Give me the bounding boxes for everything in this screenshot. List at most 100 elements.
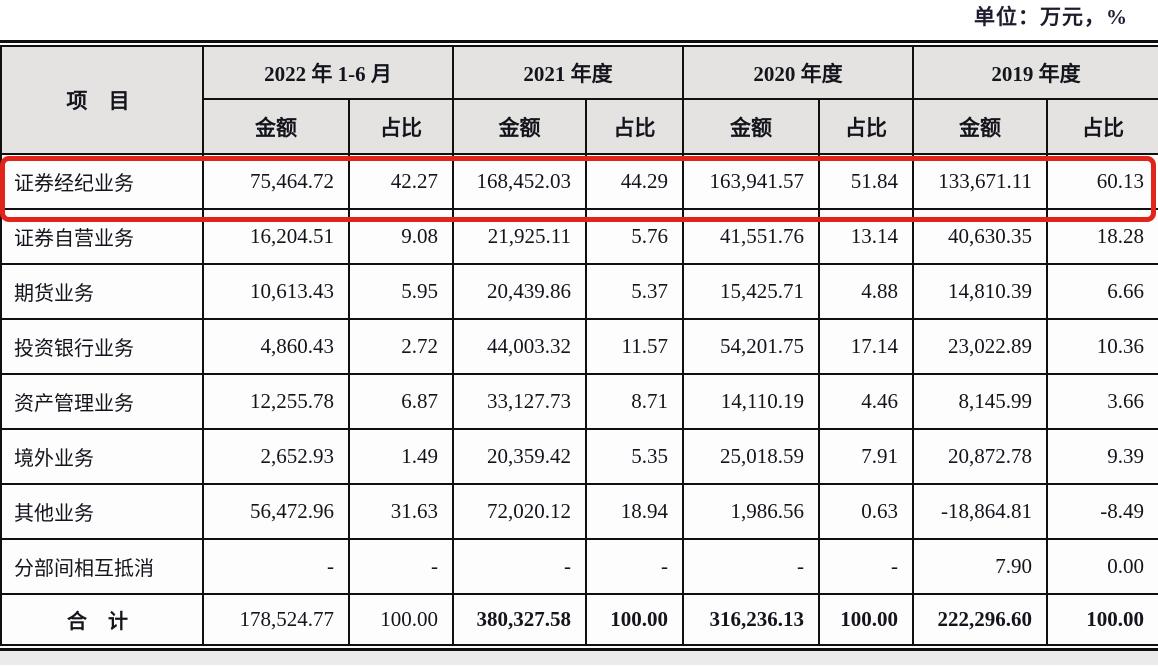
row-label: 分部间相互抵消 bbox=[0, 538, 204, 595]
cell-value: 100.00 bbox=[818, 593, 914, 646]
cell-value: 44.29 bbox=[585, 153, 684, 210]
cell-value: 4.46 bbox=[818, 373, 914, 430]
column-header-period-2019: 2019 年度 bbox=[912, 45, 1158, 100]
table-row: 证券经纪业务 75,464.72 42.27 168,452.03 44.29 163,9… bbox=[0, 153, 1158, 210]
cell-value: 20,872.78 bbox=[912, 428, 1048, 485]
cell-value: 8,145.99 bbox=[912, 373, 1048, 430]
table-row: 分部间相互抵消 - - - - - -7.90 0.00 bbox=[0, 538, 1158, 595]
cell-value: 17.14 bbox=[818, 318, 914, 375]
cell-value: 33,127.73 bbox=[452, 373, 587, 430]
cell-value: 0.00 bbox=[1046, 538, 1158, 595]
cell-value: 75,464.72 bbox=[202, 153, 350, 210]
cell-value: 4,860.43 bbox=[202, 318, 350, 375]
cell-value: - bbox=[818, 538, 914, 595]
cell-value: 2.72 bbox=[348, 318, 454, 375]
cell-value: 14,810.39 bbox=[912, 263, 1048, 320]
cell-value: 42.27 bbox=[348, 153, 454, 210]
subheader-amount-2021: 金额 bbox=[452, 98, 587, 155]
cell-value: 6.87 bbox=[348, 373, 454, 430]
subheader-amount-2020: 金额 bbox=[682, 98, 820, 155]
cell-value: 12,255.78 bbox=[202, 373, 350, 430]
row-label: 投资银行业务 bbox=[0, 318, 204, 375]
bottom-margin bbox=[0, 651, 1158, 665]
cell-value: 178,524.77 bbox=[202, 593, 350, 646]
row-label: 境外业务 bbox=[0, 428, 204, 485]
cell-value: - bbox=[348, 538, 454, 595]
cell-value: 56,472.96 bbox=[202, 483, 350, 540]
subheader-ratio-2022: 占比 bbox=[348, 98, 454, 155]
cell-value: 7.91 bbox=[818, 428, 914, 485]
table-row-total: 合 计 178,524.77 100.00 380,327.58 100.00 316,2… bbox=[0, 593, 1158, 646]
cell-value: 2,652.93 bbox=[202, 428, 350, 485]
cell-value: 316,236.13 bbox=[682, 593, 820, 646]
row-label: 证券经纪业务 bbox=[0, 153, 204, 210]
cell-value: 60.13 bbox=[1046, 153, 1158, 210]
cell-value: 10.36 bbox=[1046, 318, 1158, 375]
segment-revenue-table: 项 目 2022 年 1-6 月 2021 年度 2020 年度 2019 年度… bbox=[0, 40, 1158, 651]
cell-value: 41,551.76 bbox=[682, 208, 820, 265]
cell-value: 10,613.43 bbox=[202, 263, 350, 320]
table-row: 证券自营业务 16,204.51 9.08 21,925.11 5.76 41,551.7… bbox=[0, 208, 1158, 265]
row-label: 合 计 bbox=[0, 593, 204, 646]
cell-value: 5.37 bbox=[585, 263, 684, 320]
cell-value: 100.00 bbox=[348, 593, 454, 646]
cell-value: 6.66 bbox=[1046, 263, 1158, 320]
cell-value: 72,020.12 bbox=[452, 483, 587, 540]
cell-value: 380,327.58 bbox=[452, 593, 587, 646]
cell-value: 4.88 bbox=[818, 263, 914, 320]
row-label: 期货业务 bbox=[0, 263, 204, 320]
cell-value: 8.71 bbox=[585, 373, 684, 430]
cell-value: 222,296.60 bbox=[912, 593, 1048, 646]
cell-value: 9.39 bbox=[1046, 428, 1158, 485]
subheader-ratio-2020: 占比 bbox=[818, 98, 914, 155]
cell-value: - bbox=[682, 538, 820, 595]
cell-value: 44,003.32 bbox=[452, 318, 587, 375]
cell-value: 13.14 bbox=[818, 208, 914, 265]
cell-value: 40,630.35 bbox=[912, 208, 1048, 265]
cell-value: 15,425.71 bbox=[682, 263, 820, 320]
row-label: 证券自营业务 bbox=[0, 208, 204, 265]
table-row: 境外业务 2,652.93 1.49 20,359.42 5.35 25,018.59 7.… bbox=[0, 428, 1158, 485]
cell-value: 5.95 bbox=[348, 263, 454, 320]
cell-value: 9.08 bbox=[348, 208, 454, 265]
cell-value: -8.49 bbox=[1046, 483, 1158, 540]
cell-value: 20,359.42 bbox=[452, 428, 587, 485]
cell-value: 23,022.89 bbox=[912, 318, 1048, 375]
column-header-period-2021: 2021 年度 bbox=[452, 45, 684, 100]
cell-value: - bbox=[202, 538, 350, 595]
cell-value: 54,201.75 bbox=[682, 318, 820, 375]
table-row: 投资银行业务 4,860.43 2.72 44,003.32 11.57 54,201.7… bbox=[0, 318, 1158, 375]
cell-value: 133,671.11 bbox=[912, 153, 1048, 210]
cell-value: 21,925.11 bbox=[452, 208, 587, 265]
column-header-period-2022: 2022 年 1-6 月 bbox=[202, 45, 454, 100]
cell-value: 5.76 bbox=[585, 208, 684, 265]
cell-value: 5.35 bbox=[585, 428, 684, 485]
row-label: 其他业务 bbox=[0, 483, 204, 540]
table-row: 其他业务 56,472.96 31.63 72,020.12 18.94 1,986.56… bbox=[0, 483, 1158, 540]
table-row: 资产管理业务 12,255.78 6.87 33,127.73 8.71 14,110.1… bbox=[0, 373, 1158, 430]
cell-value: 168,452.03 bbox=[452, 153, 587, 210]
column-header-period-2020: 2020 年度 bbox=[682, 45, 914, 100]
subheader-amount-2019: 金额 bbox=[912, 98, 1048, 155]
cell-value: 16,204.51 bbox=[202, 208, 350, 265]
cell-value: 31.63 bbox=[348, 483, 454, 540]
cell-value: - bbox=[585, 538, 684, 595]
cell-value: 18.28 bbox=[1046, 208, 1158, 265]
cell-value: 25,018.59 bbox=[682, 428, 820, 485]
cell-value: 3.66 bbox=[1046, 373, 1158, 430]
unit-label: 单位：万元，% bbox=[974, 5, 1128, 29]
cell-value: 1,986.56 bbox=[682, 483, 820, 540]
row-label: 资产管理业务 bbox=[0, 373, 204, 430]
cell-value: 100.00 bbox=[585, 593, 684, 646]
cell-value: 14,110.19 bbox=[682, 373, 820, 430]
subheader-ratio-2019: 占比 bbox=[1046, 98, 1158, 155]
cell-value: 18.94 bbox=[585, 483, 684, 540]
cell-value: 7.90 bbox=[912, 538, 1048, 595]
cell-value: 51.84 bbox=[818, 153, 914, 210]
cell-value: 163,941.57 bbox=[682, 153, 820, 210]
cell-value: 1.49 bbox=[348, 428, 454, 485]
subheader-amount-2022: 金额 bbox=[202, 98, 350, 155]
column-header-item: 项 目 bbox=[0, 45, 204, 155]
cell-value: -18,864.81 bbox=[912, 483, 1048, 540]
